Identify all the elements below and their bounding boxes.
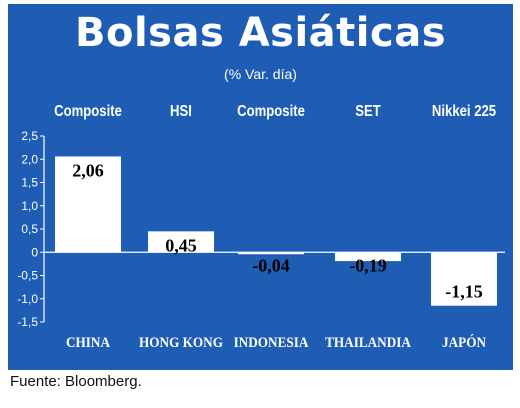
bar-value-label: -1,15	[445, 282, 483, 302]
bar-value-label: -0,19	[349, 255, 387, 275]
bar-hong-kong	[148, 231, 214, 253]
y-tick-label: 0	[31, 245, 38, 259]
bar-value-label: 0,45	[165, 235, 197, 255]
category-label: JAPÓN	[442, 335, 486, 351]
y-tick-label: 2,5	[21, 129, 38, 143]
bar-thailandia	[335, 252, 401, 262]
category-label: HONG KONG	[139, 335, 223, 351]
chart-title: Bolsas Asiáticas	[74, 10, 447, 56]
bar-value-label: 2,06	[72, 160, 104, 180]
category-label: CHINA	[65, 335, 110, 351]
category-label: INDONESIA	[233, 335, 309, 351]
y-tick-label: 1,5	[21, 176, 38, 190]
chart-subtitle: (% Var. día)	[224, 66, 297, 82]
y-tick-label: 1,0	[21, 199, 38, 213]
category-label: THAILANDIA	[325, 335, 411, 351]
index-name-label: HSI	[170, 103, 192, 120]
index-name-label: Composite	[237, 103, 305, 120]
bar-indonesia	[238, 252, 304, 255]
y-tick-label: 2,0	[21, 152, 38, 166]
index-name-label: Composite	[54, 103, 122, 120]
bar-china	[55, 156, 121, 253]
y-tick-label: -1,5	[17, 315, 38, 329]
y-tick-label: -1,0	[17, 292, 38, 306]
bar-value-label: -0,04	[252, 255, 290, 275]
bar-japón	[431, 252, 497, 306]
y-tick-label: 0,5	[21, 222, 38, 236]
source-note: Fuente: Bloomberg.	[10, 373, 142, 390]
index-name-label: Nikkei 225	[431, 103, 497, 120]
y-tick-label: -0,5	[17, 269, 38, 283]
index-name-label: SET	[355, 103, 381, 120]
